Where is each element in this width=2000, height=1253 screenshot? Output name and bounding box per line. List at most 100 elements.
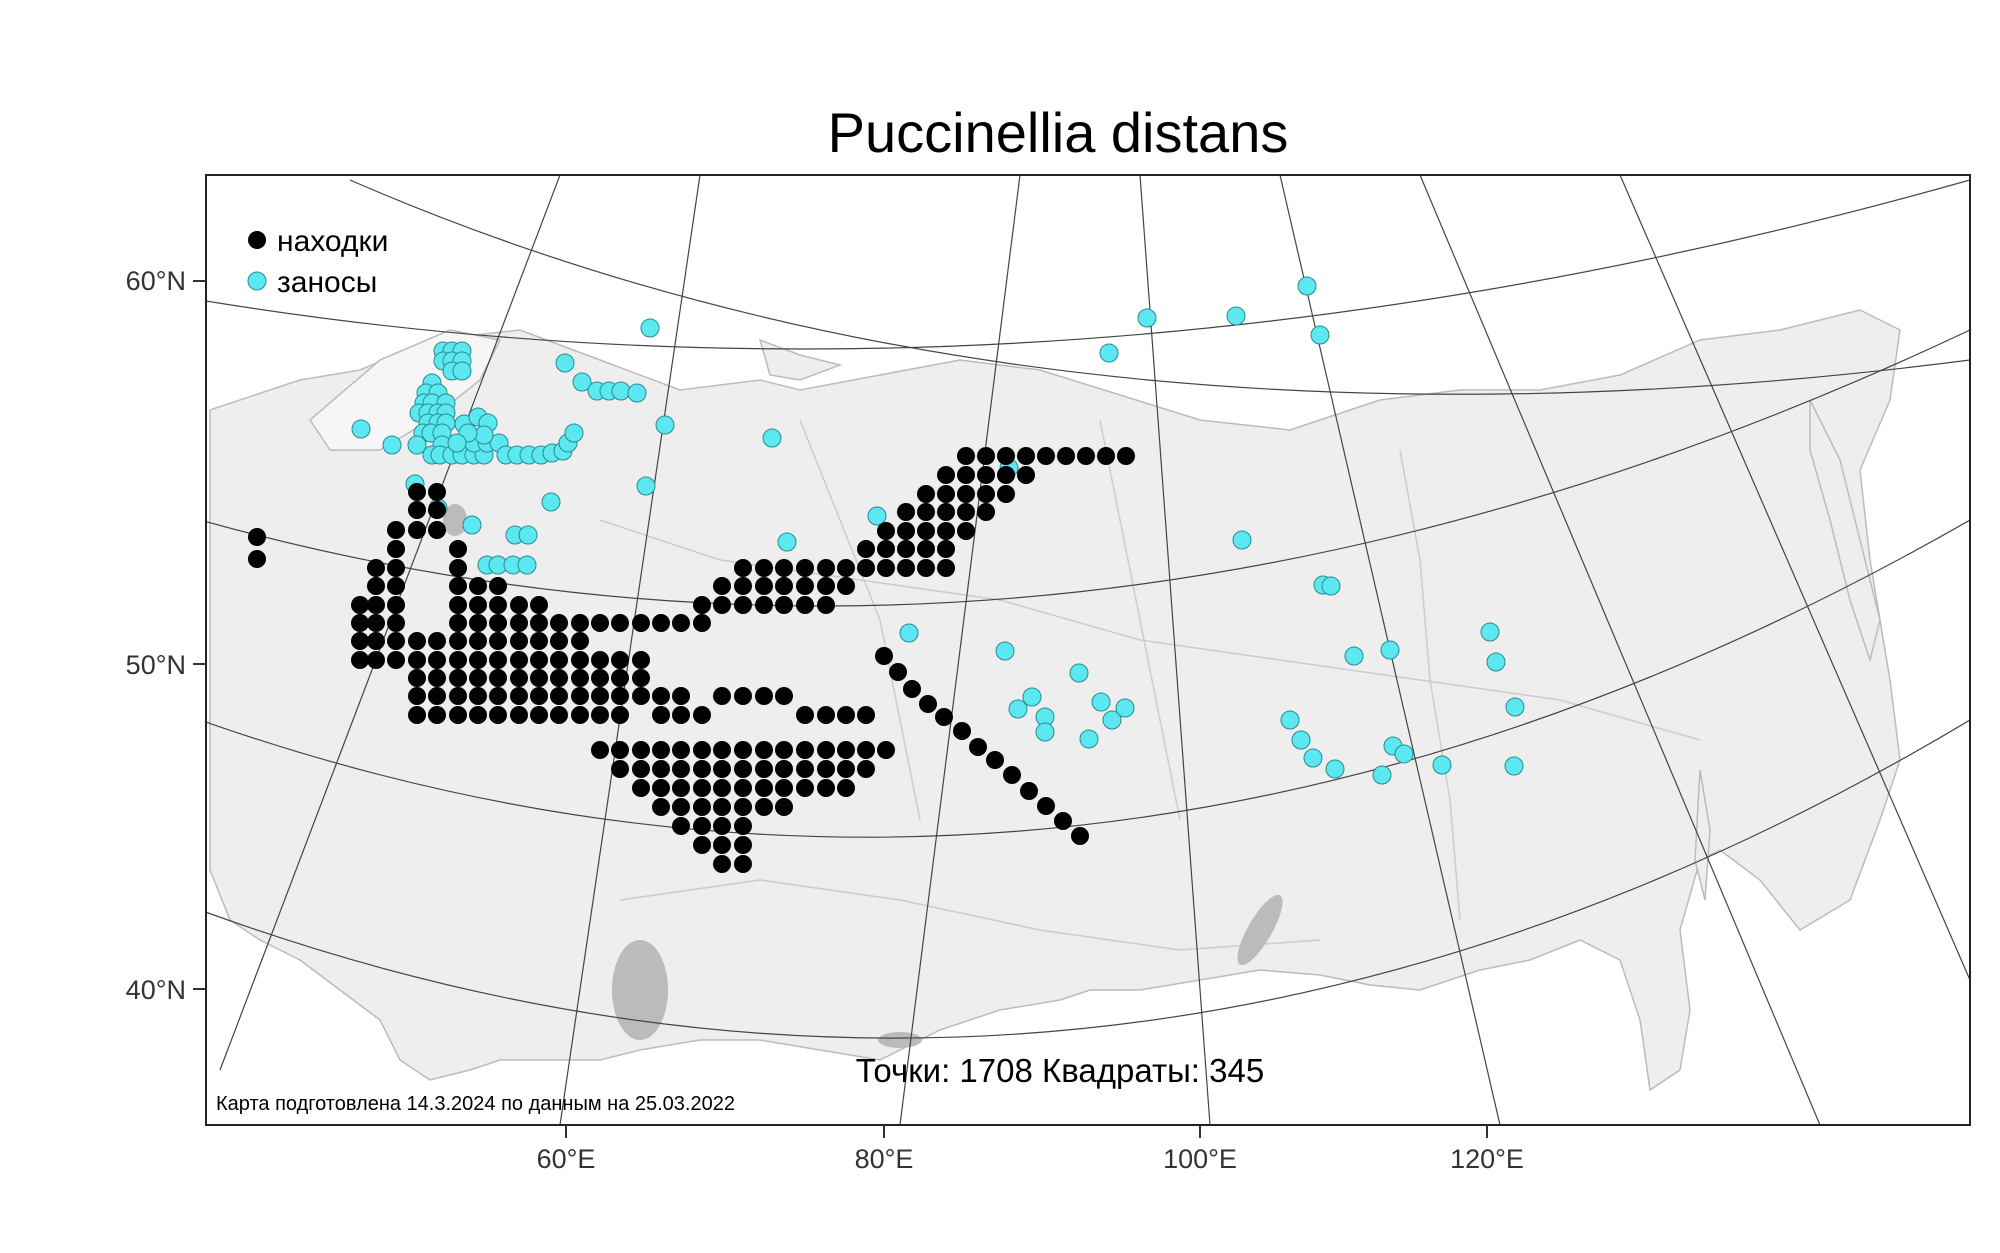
find-marker — [1037, 797, 1055, 815]
introduction-marker — [899, 623, 919, 643]
introduction-marker — [1372, 765, 1392, 785]
find-marker — [351, 596, 369, 614]
find-marker — [351, 614, 369, 632]
introduction-marker — [1291, 730, 1311, 750]
introductions-markers — [351, 276, 1525, 785]
find-marker — [652, 614, 670, 632]
find-marker — [837, 741, 855, 759]
introduction-marker — [1310, 325, 1330, 345]
introduction-marker — [1303, 748, 1323, 768]
find-marker — [367, 577, 385, 595]
find-marker — [469, 651, 487, 669]
introduction-marker — [1102, 710, 1122, 730]
caspian-sea — [612, 940, 668, 1040]
lon-label-100: 100°E — [1163, 1144, 1237, 1174]
find-marker — [387, 614, 405, 632]
find-marker — [632, 741, 650, 759]
find-marker — [857, 760, 875, 778]
find-marker — [957, 522, 975, 540]
find-marker — [693, 836, 711, 854]
find-marker — [957, 503, 975, 521]
find-marker — [652, 706, 670, 724]
find-marker — [591, 614, 609, 632]
map-title: Puccinellia distans — [828, 101, 1289, 164]
introduction-marker — [1486, 652, 1506, 672]
find-marker — [775, 559, 793, 577]
find-marker — [652, 798, 670, 816]
introduction-marker — [867, 506, 887, 526]
lat-label-60: 60°N — [126, 266, 186, 296]
lake-balkhash — [878, 1032, 922, 1048]
internal-borders — [599, 419, 1701, 951]
find-marker — [510, 596, 528, 614]
introduction-marker — [655, 415, 675, 435]
find-marker — [387, 521, 405, 539]
legend-finds-label: находки — [277, 225, 388, 258]
finds-markers — [248, 447, 1135, 873]
map-frame — [205, 174, 1971, 1126]
introduction-marker — [1344, 646, 1364, 666]
introduction-marker — [564, 423, 584, 443]
find-marker — [775, 798, 793, 816]
find-marker — [713, 798, 731, 816]
stats-text: Точки: 1708 Квадраты: 345 — [856, 1052, 1264, 1089]
introduction-marker — [1480, 622, 1500, 642]
find-marker — [672, 614, 690, 632]
find-marker — [957, 485, 975, 503]
find-marker — [977, 447, 995, 465]
find-marker — [977, 485, 995, 503]
find-marker — [693, 614, 711, 632]
eurasia-landmass — [209, 309, 1901, 1092]
find-marker — [693, 817, 711, 835]
find-marker — [611, 651, 629, 669]
find-marker — [734, 798, 752, 816]
find-marker — [917, 485, 935, 503]
find-marker — [917, 503, 935, 521]
find-marker — [953, 722, 971, 740]
introduction-marker — [627, 383, 647, 403]
find-marker — [796, 741, 814, 759]
find-marker — [775, 760, 793, 778]
find-marker — [693, 741, 711, 759]
graticule — [206, 175, 1970, 1125]
find-marker — [652, 779, 670, 797]
introduction-marker — [1079, 729, 1099, 749]
introduction-marker — [541, 492, 561, 512]
find-marker — [857, 540, 875, 558]
find-marker — [672, 687, 690, 705]
find-marker — [428, 632, 446, 650]
introduction-marker — [636, 476, 656, 496]
find-marker — [775, 687, 793, 705]
introduction-marker — [1380, 640, 1400, 660]
introduction-marker — [1321, 576, 1341, 596]
find-marker — [817, 596, 835, 614]
find-marker — [550, 651, 568, 669]
find-marker — [796, 596, 814, 614]
find-marker — [489, 614, 507, 632]
find-marker — [591, 687, 609, 705]
find-marker — [449, 596, 467, 614]
find-marker — [408, 669, 426, 687]
find-marker — [734, 741, 752, 759]
find-marker — [755, 798, 773, 816]
lake-baikal — [1237, 894, 1283, 966]
find-marker — [611, 760, 629, 778]
find-marker — [469, 687, 487, 705]
find-marker — [469, 706, 487, 724]
find-marker — [510, 651, 528, 669]
introduction-marker — [572, 372, 592, 392]
find-marker — [937, 466, 955, 484]
find-marker — [611, 687, 629, 705]
find-marker — [937, 559, 955, 577]
find-marker — [1037, 447, 1055, 465]
lon-label-120: 120°E — [1450, 1144, 1524, 1174]
find-marker — [1017, 447, 1035, 465]
find-marker — [796, 779, 814, 797]
introduction-marker — [1022, 687, 1042, 707]
find-marker — [672, 798, 690, 816]
find-marker — [837, 577, 855, 595]
introduction-marker — [1226, 306, 1246, 326]
introduction-marker — [1505, 697, 1525, 717]
lake-ladoga — [443, 504, 467, 536]
find-marker — [1117, 447, 1135, 465]
